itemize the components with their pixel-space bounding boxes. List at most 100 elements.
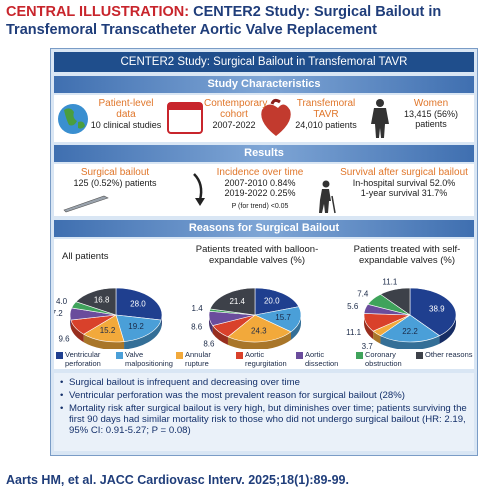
elder-icon [319,189,331,213]
woman-icon [371,108,389,138]
header-label: CENTRAL ILLUSTRATION: [6,4,190,20]
pie-slice [254,287,300,316]
panel-title: CENTER2 Study: Surgical Bailout in Trans… [54,52,474,72]
legend-label: Coronary obstruction [365,350,402,368]
pie-label: 11.1 [382,278,398,287]
pie-side [380,335,440,349]
pie-label: 11.1 [346,328,362,337]
results-box [54,164,474,216]
legend-swatch [296,352,303,359]
item-text: 24,010 patients [295,120,357,130]
result-line: 2007-2010 0.84% [224,178,296,188]
legend-label: Aortic regurgitation [245,350,287,368]
pie-label: 24.3 [251,327,267,336]
pie-title: Patients treated with self-expandable va… [353,244,461,266]
legend-label: Aortic dissection [305,350,339,368]
legend-swatch [416,352,423,359]
pie-label: 22.2 [402,327,418,336]
pie-side [83,334,125,349]
result: Survival after surgical bailout In-hospit… [334,167,474,198]
result-line: 125 (0.52%) patients [73,178,157,188]
pie-charts: 28.0 19.2 15.2 9.6 7.2 4.0 16.8 20.0 15.7 24.3 8.6… [54,278,457,349]
result: Surgical bailout 125 (0.52%) patients [60,167,170,188]
pie-side [124,320,162,349]
elder-cane [331,195,336,214]
calendar-top [168,103,202,110]
item-title: Patient-level data [98,98,154,120]
pie-label: 16.8 [94,296,110,305]
icons [58,98,389,138]
heart-icon [261,104,291,136]
legend-item: Aortic regurgitation [236,350,295,368]
pie-slice [227,314,292,343]
pie-slice [115,314,162,342]
pie-slice [115,287,163,321]
globe-land [64,108,85,129]
legend-item: Coronary obstruction [356,350,415,368]
result-line: 2019-2022 0.25% [224,188,296,198]
heart-vessel [270,98,281,105]
trend-arrow-head [195,198,205,206]
legend-swatch [356,352,363,359]
pie-slice [254,306,302,333]
section-heading: Results [54,145,474,162]
pie-label: 4.0 [56,297,68,306]
legend-item: Ventricular perforation [56,350,115,368]
pie-side [70,320,84,343]
bullet: Ventricular perforation was the most pre… [60,390,468,401]
legend-label: Other reasons [425,350,473,359]
item-text: 2007-2022 [212,120,256,130]
legend-item: Annular rupture [176,350,235,368]
legend-swatch [116,352,123,359]
pie-side [209,315,213,334]
pie-slice [379,287,411,316]
item: Transfemoral TAVR 24,010 patients [294,98,358,130]
bullet: Mortality risk after surgical bailout is… [60,403,468,436]
item-text: 10 clinical studies [90,120,162,130]
pie-label: 20.0 [264,297,280,306]
scalpel-icon [63,195,109,213]
legend-label: Annular rupture [185,350,211,368]
pie-label: 21.4 [229,297,245,306]
bullets: Surgical bailout is infrequent and decre… [54,373,474,451]
trend-arrow [193,173,203,201]
section-heading: Reasons for Surgical Bailout [54,220,474,237]
pie-label: 28.0 [130,299,146,308]
result: Incidence over time 2007-2010 0.84% 2019-2… [206,167,314,212]
section-heading: Study Characteristics [54,76,474,93]
pie-title: All patients [62,251,109,262]
pie-slice [409,287,457,337]
pie-side [439,315,456,344]
legend-label: Ventricular perforation [65,350,101,368]
item-text: 13,415 (56%) patients [403,109,459,129]
legend-item: Valve malpositioning [116,350,175,368]
pie-side [212,325,228,345]
citation: Aarts HM, et al. JACC Cardiovasc Interv.… [6,473,349,487]
pie-label: 1.4 [192,304,204,313]
item-title: Contemporary cohort [204,98,268,120]
header-title: CENTER2 Study: Surgical Bailout in Trans… [6,4,442,38]
pie-label: 7.2 [54,309,63,318]
legend-swatch [236,352,243,359]
icons [63,173,336,214]
pie-label: 5.6 [347,302,359,311]
legend-item: Aortic dissection [296,350,355,368]
pie-label: 19.2 [128,322,144,331]
pie-label: 15.7 [275,313,291,322]
woman-head [376,99,384,107]
pie-slice [379,314,441,343]
result-line: In-hospital survival 52.0% [352,178,456,188]
result-title: Survival after surgical bailout [340,167,468,178]
pie-title: Patients treated with balloon-expandable… [195,244,319,266]
legend-swatch [56,352,63,359]
pie-slice [75,287,117,316]
legend-swatch [176,352,183,359]
pie-label: 38.9 [429,304,445,313]
pie-label: 8.6 [191,323,203,332]
pie-side [227,331,291,349]
item-title: Transfemoral TAVR [296,98,356,120]
result-line: 1-year survival 31.7% [360,188,448,198]
item-title: Women [413,98,449,109]
result-title: Incidence over time [216,167,304,178]
